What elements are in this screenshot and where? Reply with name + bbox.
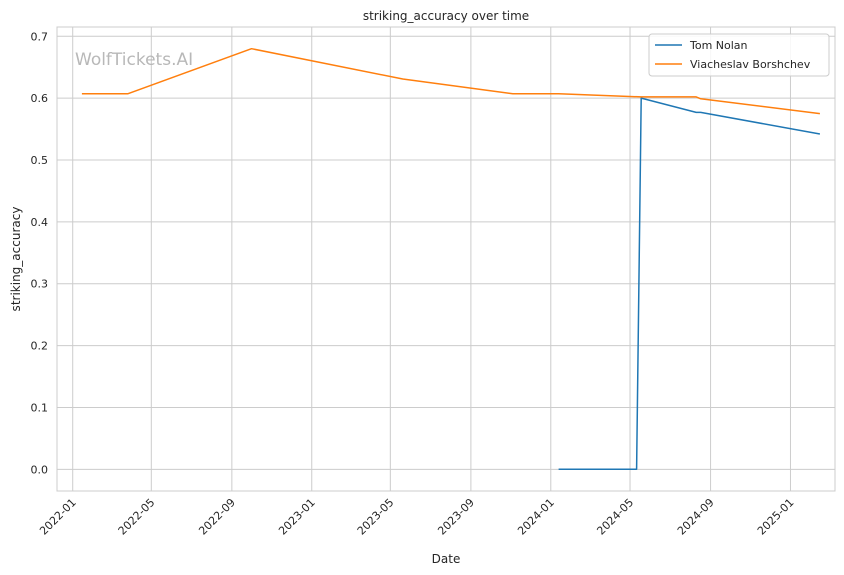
y-axis-label: striking_accuracy [9, 207, 23, 312]
y-tick-label: 0.2 [31, 340, 49, 353]
legend-label: Tom Nolan [689, 39, 748, 52]
plot-background [57, 27, 835, 491]
x-tick-label: 2023-09 [435, 496, 477, 538]
y-tick-label: 0.7 [31, 30, 49, 43]
watermark: WolfTickets.AI [75, 50, 193, 70]
y-tick-label: 0.0 [31, 463, 49, 476]
x-tick-label: 2024-05 [594, 496, 636, 538]
y-tick-label: 0.4 [31, 216, 49, 229]
series-layer [81, 47, 821, 471]
x-tick-label: 2023-05 [355, 496, 397, 538]
series-line [558, 97, 821, 471]
x-tick-label: 2022-05 [116, 496, 158, 538]
legend-box [648, 33, 830, 77]
x-tick-labels: 2022-01 2022-05 2022-09 2023-01 2023-05 2023-… [37, 496, 796, 538]
x-axis-label: Date [432, 552, 461, 566]
y-tick-label: 0.1 [31, 401, 49, 414]
x-tick-label: 2024-09 [675, 496, 717, 538]
grid [57, 27, 835, 491]
chart-title: striking_accuracy over time [363, 9, 529, 23]
x-tick-label: 2022-01 [37, 496, 79, 538]
x-tick-label: 2025-01 [755, 496, 797, 538]
legend: Tom Nolan Viacheslav Borshchev [648, 33, 830, 77]
x-tick-label: 2023-01 [276, 496, 318, 538]
y-tick-label: 0.6 [31, 92, 49, 105]
x-tick-label: 2024-01 [515, 496, 557, 538]
y-tick-label: 0.5 [31, 154, 49, 167]
y-tick-labels: 0.0 0.1 0.2 0.3 0.4 0.5 0.6 0.7 [31, 30, 49, 476]
plot-frame [56, 26, 836, 492]
y-tick-label: 0.3 [31, 278, 49, 291]
x-tick-label: 2022-09 [196, 496, 238, 538]
legend-label: Viacheslav Borshchev [690, 58, 811, 71]
series-line [81, 47, 820, 115]
